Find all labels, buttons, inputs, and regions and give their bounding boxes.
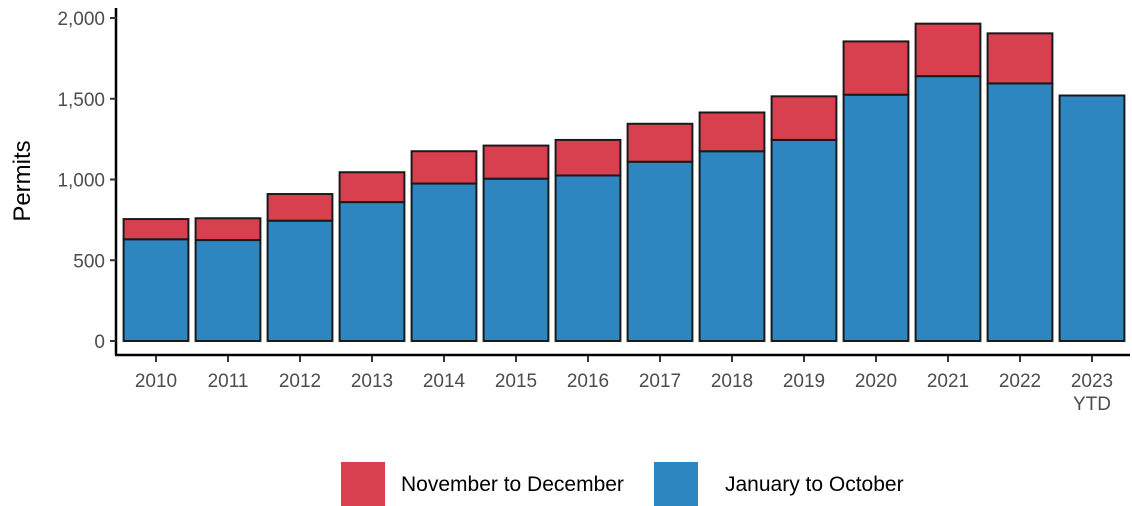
bar-november-to-december-2017 [626,122,694,163]
x-tick-label: 2012 [279,371,321,392]
x-tick-label: 2019 [783,371,825,392]
y-tick-label: 0 [94,332,105,353]
bar-january-to-october-2019 [770,138,838,342]
bar-november-to-december-2022 [986,32,1054,85]
bar-january-to-october-2021 [914,75,982,342]
x-tick-label: YTD [1073,394,1111,415]
bar-november-to-december-2013 [338,171,406,204]
bar-november-to-december-2019 [770,95,838,141]
x-tick-label: 2020 [855,371,897,392]
y-tick-label: 500 [73,251,105,272]
legend-swatch-january-to-october [654,462,698,506]
bar-november-to-december-2014 [410,150,478,185]
legend: November to December January to October [341,462,904,506]
x-ticks-group: 2010 2011 2012 2013 2014 2015 2016 2017 2018 2019… [135,356,1113,415]
bars-group [122,22,1126,343]
x-tick-label: 2014 [423,371,466,392]
legend-label-january-to-october: January to October [725,473,904,496]
y-tick-label: 1,000 [57,171,105,192]
bar-january-to-october-2018 [698,150,766,342]
bar-january-to-october-2020 [842,93,910,343]
y-axis-title: Permits [9,140,36,221]
axes-group [114,8,1130,357]
legend-label-november-to-december: November to December [401,473,624,496]
bar-november-to-december-2018 [698,111,766,153]
legend-swatch-november-to-december [341,462,385,506]
bar-january-to-october-2023-ytd [1058,94,1126,342]
x-tick-label: 2016 [567,371,609,392]
bar-november-to-december-2021 [914,22,982,78]
bar-january-to-october-2010 [122,238,190,343]
bar-november-to-december-2012 [266,193,334,222]
y-tick-label: 1,500 [57,90,105,111]
bar-january-to-october-2016 [554,174,622,342]
y-tick-label: 2,000 [57,9,105,30]
bar-january-to-october-2013 [338,201,406,342]
bar-january-to-october-2017 [626,160,694,342]
bar-november-to-december-2011 [194,217,262,242]
x-tick-label: 2021 [927,371,969,392]
x-tick-label: 2015 [495,371,537,392]
bar-november-to-december-2010 [122,218,190,241]
bar-november-to-december-2020 [842,40,910,96]
bar-january-to-october-2012 [266,219,334,342]
x-tick-label: 2022 [999,371,1041,392]
x-tick-label: 2011 [208,371,249,392]
bar-january-to-october-2015 [482,177,550,342]
x-tick-label: 2018 [711,371,753,392]
bar-january-to-october-2022 [986,82,1054,342]
bar-november-to-december-2016 [554,138,622,177]
x-tick-label: 2023 [1071,371,1113,392]
x-tick-label: 2017 [639,371,681,392]
bar-january-to-october-2011 [194,239,262,342]
x-tick-label: 2013 [351,371,393,392]
x-tick-label: 2010 [135,371,177,392]
y-ticks-group: 0 500 1,000 1,500 2,000 [57,9,116,353]
bar-november-to-december-2015 [482,144,550,180]
bar-january-to-october-2014 [410,182,478,342]
